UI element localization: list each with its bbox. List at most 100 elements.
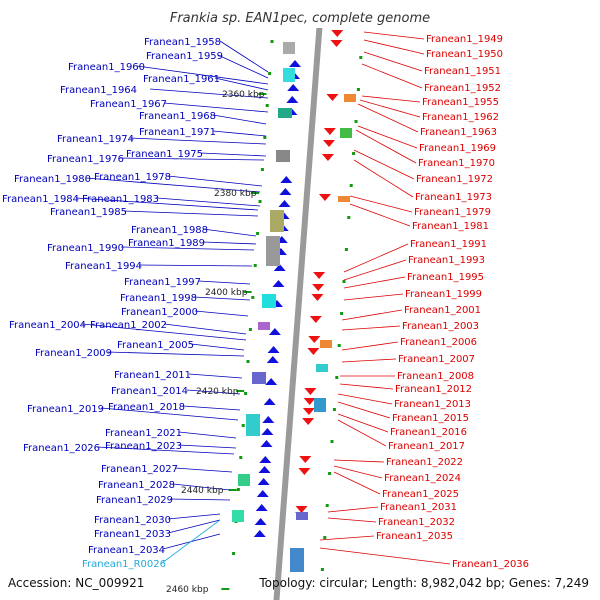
gene-label[interactable]: Franean1_2024 [384,473,461,484]
feature-block [232,510,244,522]
gene-arrow [295,506,308,513]
gene-label[interactable]: Franean1_1950 [426,49,503,60]
gene-label[interactable]: Franean1_2014 [111,386,188,397]
gene-label[interactable]: Franean1_2007 [398,354,475,365]
gene-label[interactable]: Franean1_2001 [404,305,481,316]
tick-mark [258,200,262,203]
gene-label[interactable]: Franean1_1964 [60,85,137,96]
gene-label[interactable]: Franean1_1985 [50,207,127,218]
feature-block [246,414,260,436]
gene-label[interactable]: Franean1_2036 [452,559,529,570]
leader-line [337,401,391,419]
gene-label[interactable]: Franean1_1963 [420,127,497,138]
gene-label[interactable]: Franean1_2033 [94,529,171,540]
gene-label[interactable]: Franean1_2029 [96,495,173,506]
gene-label[interactable]: Franean1_1984 [2,194,79,205]
gene-label[interactable]: Franean1_1955 [422,97,499,108]
kbp-label: 2460 kbp [166,585,209,595]
tick-mark [256,232,260,235]
gene-label[interactable]: Franean1_1968 [139,111,216,122]
gene-label[interactable]: Franean1_2002 [90,320,167,331]
gene-label[interactable]: Franean1_2017 [388,441,465,452]
leader-line [202,228,257,237]
gene-label[interactable]: Franean1_1999 [405,289,482,300]
gene-arrow [262,416,275,423]
gene-label[interactable]: Franean1_2032 [378,517,455,528]
leader-line [363,51,423,72]
leader-line [337,413,389,433]
gene-label[interactable]: Franean1_2025 [382,489,459,500]
gene-arrow [299,456,312,463]
gene-label[interactable]: Franean1_1969 [419,143,496,154]
gene-label[interactable]: Franean1_1997 [124,277,201,288]
gene-arrow [326,94,339,101]
leader-line [353,159,414,198]
leader-line [194,310,249,317]
gene-label[interactable]: Franean1_1970 [418,158,495,169]
tick-mark [328,472,332,475]
gene-label[interactable]: Franean1_1976 [47,154,124,165]
gene-label[interactable]: Franean1_2009 [35,348,112,359]
gene-label[interactable]: Franean1_1962 [422,112,499,123]
gene-label[interactable]: Franean1_2004 [9,320,86,331]
gene-label[interactable]: Franean1_2026 [23,443,100,454]
leader-line [333,459,385,463]
tick-mark [332,408,336,411]
gene-label[interactable]: Franean1_1959 [146,51,223,62]
gene-label[interactable]: Franean1_1952 [424,83,501,94]
gene-label[interactable]: Franean1_1960 [68,62,145,73]
tick-mark [359,56,363,59]
gene-label[interactable]: Franean1_2030 [94,515,171,526]
gene-label[interactable]: Franean1_1991 [410,239,487,250]
gene-label[interactable]: Franean1_1971 [139,127,216,138]
gene-label[interactable]: Franean1_1988 [131,225,208,236]
gene-label[interactable]: Franean1_1975 [126,149,203,160]
gene-label[interactable]: Franean1_1979 [414,207,491,218]
gene-label[interactable]: Franean1_2027 [101,464,178,475]
gene-label[interactable]: Franean1_1949 [426,34,503,45]
gene-label[interactable]: Franean1_1961 [143,74,220,85]
gene-label[interactable]: Franean1_1998 [120,293,197,304]
gene-label[interactable]: Franean1_1980 [14,174,91,185]
gene-label[interactable]: Franean1_2000 [121,307,198,318]
gene-label[interactable]: Franean1_2012 [395,384,472,395]
gene-label[interactable]: Franean1_2015 [392,413,469,424]
gene-label[interactable]: Franean1_1967 [90,99,167,110]
gene-label[interactable]: Franean1_2006 [400,337,477,348]
gene-label[interactable]: Franean1_1995 [407,272,484,283]
gene-label[interactable]: Franean1_1990 [47,243,124,254]
gene-label[interactable]: Franean1_2035 [376,531,453,542]
gene-arrow [304,388,317,395]
gene-label[interactable]: Franean1_2016 [390,427,467,438]
gene-label[interactable]: Franean1_1974 [57,134,134,145]
gene-label[interactable]: Franean1_1989 [128,238,205,249]
gene-label[interactable]: Franean1_2028 [98,480,175,491]
gene-label[interactable]: Franean1_1951 [424,66,501,77]
leader-line [202,241,257,245]
gene-label[interactable]: Franean1_2031 [380,502,457,513]
gene-label[interactable]: Franean1_2005 [117,340,194,351]
gene-label[interactable]: Franean1_2022 [386,457,463,468]
gene-label[interactable]: Franean1_1983 [82,194,159,205]
leader-line [119,157,265,161]
gene-label[interactable]: Franean1_2019 [27,404,104,415]
gene-label[interactable]: Franean1_2008 [397,371,474,382]
gene-label[interactable]: Franean1_1978 [94,172,171,183]
feature-block [262,294,276,308]
gene-label[interactable]: Franean1_2013 [394,399,471,410]
tick-mark [323,536,327,539]
gene-label[interactable]: Franean1_1972 [416,174,493,185]
gene-label[interactable]: Franean1_2021 [105,428,182,439]
gene-label[interactable]: Franean1_2023 [105,441,182,452]
rna-gene-label[interactable]: Franean1_R0026 [82,559,166,570]
gene-label[interactable]: Franean1_1981 [412,221,489,232]
gene-label[interactable]: Franean1_1958 [144,37,221,48]
gene-label[interactable]: Franean1_2018 [108,402,185,413]
gene-label[interactable]: Franean1_1993 [408,255,485,266]
leader-line [174,467,233,473]
gene-label[interactable]: Franean1_1994 [65,261,142,272]
gene-label[interactable]: Franean1_2003 [402,321,479,332]
gene-label[interactable]: Franean1_2034 [88,545,165,556]
gene-label[interactable]: Franean1_1973 [415,192,492,203]
gene-label[interactable]: Franean1_2011 [114,370,191,381]
